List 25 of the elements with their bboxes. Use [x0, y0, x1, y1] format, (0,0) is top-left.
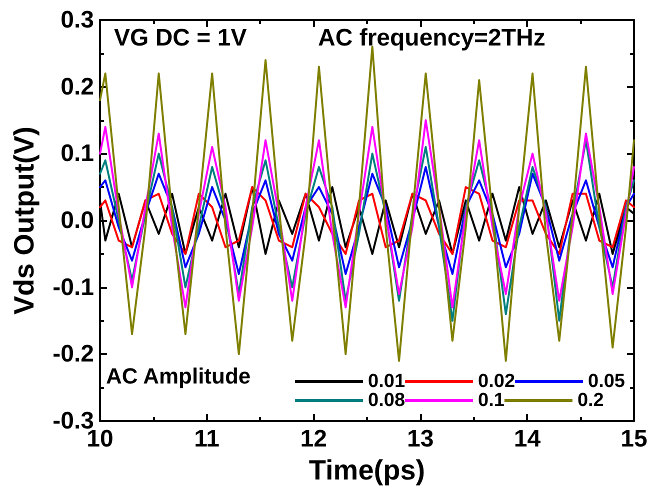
x-tick-label: 11	[194, 426, 220, 452]
legend-label: 0.08	[368, 390, 406, 411]
legend-label: 0.05	[588, 371, 626, 392]
legend-label: 0.2	[577, 390, 604, 411]
x-tick-label: 15	[620, 426, 648, 452]
y-axis-title: Vds Output(V)	[8, 126, 40, 315]
x-tick-label: 14	[514, 426, 542, 452]
x-tick-label: 12	[300, 426, 327, 452]
line-series	[99, 166, 635, 275]
y-tick-label: 0.0	[60, 207, 94, 234]
y-tick-label: -0.1	[52, 274, 94, 301]
y-tick-label: -0.2	[52, 340, 94, 368]
x-axis-title: Time(ps)	[308, 454, 426, 486]
y-tick-label: 0.1	[60, 140, 94, 168]
annotation: VG DC = 1V	[114, 24, 247, 52]
legend-label: 0.1	[478, 390, 505, 411]
legend-title: AC Amplitude	[106, 364, 251, 388]
annotation: AC frequency=2THz	[318, 24, 546, 52]
legend-label: 0.02	[478, 371, 516, 392]
line-series	[99, 119, 635, 308]
x-tick-label: 13	[407, 426, 434, 452]
y-tick-label: 0.3	[60, 6, 94, 34]
legend-label: 0.01	[368, 371, 406, 392]
y-tick-label: 0.2	[60, 73, 94, 100]
line-series	[99, 139, 635, 322]
